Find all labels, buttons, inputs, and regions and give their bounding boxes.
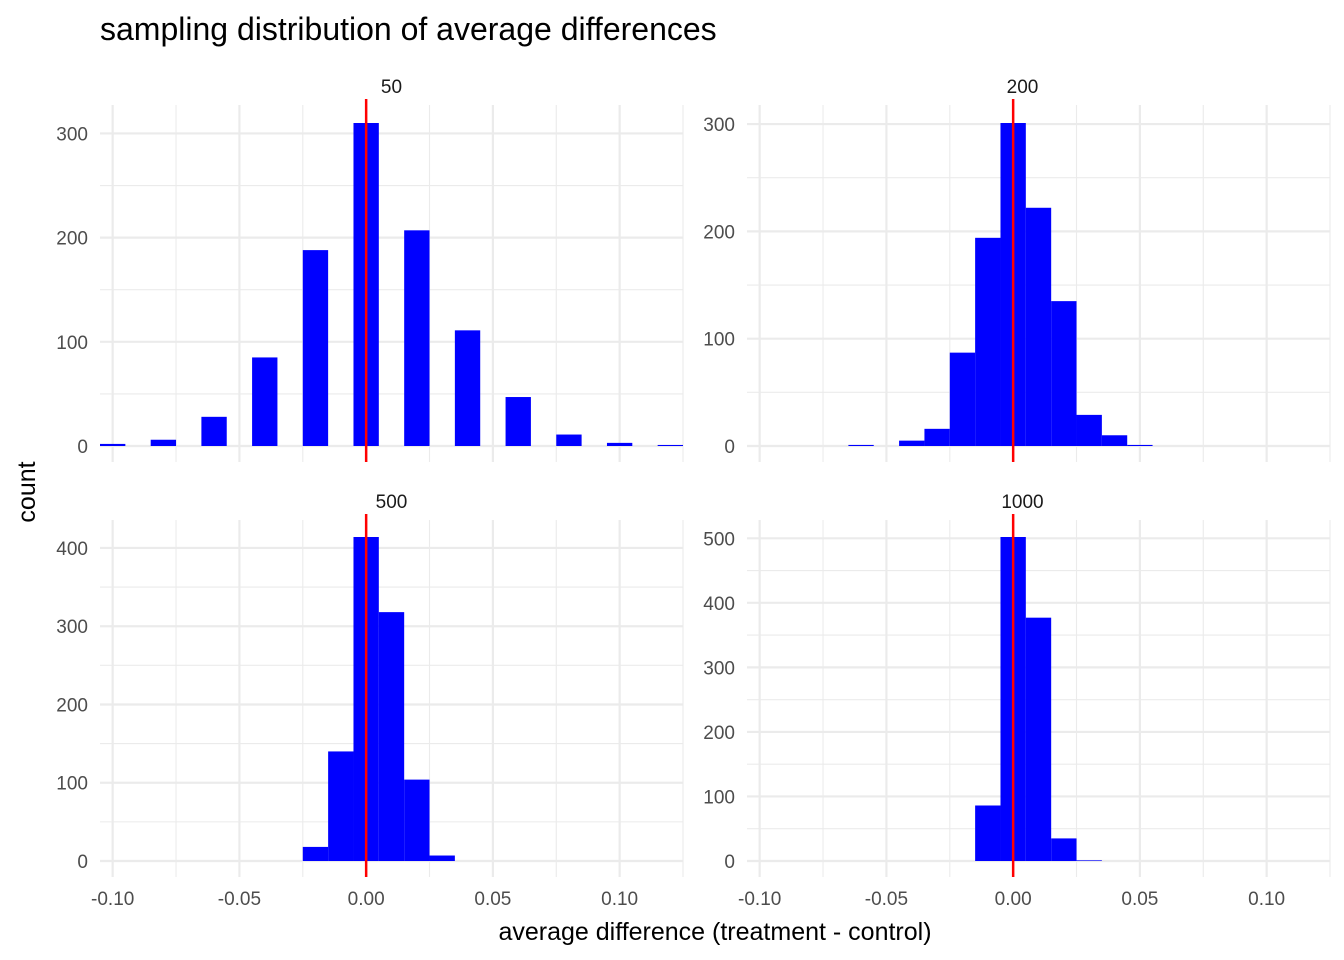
y-tick-label: 0 — [77, 852, 88, 873]
histogram-bar — [606, 442, 633, 446]
histogram-bar — [975, 237, 1001, 446]
y-tick-label: 100 — [56, 333, 88, 354]
y-tick-label: 0 — [724, 437, 735, 458]
histogram-bar — [454, 330, 481, 446]
histogram-bar — [1076, 860, 1102, 861]
facet-panel-50: 0 100 200 300 50 — [56, 77, 684, 462]
y-tick-label: 0 — [77, 437, 88, 458]
x-tick-label: 0.05 — [1121, 889, 1158, 910]
y-tick-label: 500 — [703, 529, 735, 550]
histogram-bar — [302, 846, 329, 861]
x-tick-label: 0.05 — [474, 889, 511, 910]
chart-title: sampling distribution of average differe… — [100, 11, 717, 47]
y-tick-label: 300 — [56, 617, 88, 638]
x-tick-label: -0.10 — [91, 889, 134, 910]
histogram-bar — [201, 416, 227, 446]
y-tick-label: 100 — [703, 787, 735, 808]
histogram-bar — [1025, 617, 1052, 861]
x-tick-label: -0.10 — [738, 889, 781, 910]
y-tick-label: 200 — [703, 723, 735, 744]
histogram-bar — [975, 805, 1001, 861]
y-tick-label: 300 — [703, 658, 735, 679]
histogram-bar — [1025, 207, 1052, 446]
histogram-bar — [328, 751, 354, 861]
y-axis-title: count — [13, 461, 41, 522]
x-tick-label: 0.00 — [995, 889, 1032, 910]
y-tick-label: 300 — [703, 115, 735, 136]
facet-label: 200 — [1007, 77, 1039, 98]
histogram-bar — [252, 357, 278, 446]
histogram-bar — [1051, 301, 1077, 446]
y-tick-label: 400 — [56, 539, 88, 560]
y-tick-label: 200 — [703, 222, 735, 243]
histogram-bar — [899, 440, 925, 446]
histogram-bar — [404, 779, 430, 861]
x-tick-label: -0.05 — [865, 889, 908, 910]
x-tick-label: 0.10 — [601, 889, 638, 910]
y-tick-label: 0 — [724, 852, 735, 873]
histogram-bar — [1101, 435, 1128, 446]
x-tick-label: -0.05 — [218, 889, 261, 910]
histogram-bar — [100, 443, 126, 446]
x-axis-title: average difference (treatment - control) — [498, 918, 931, 946]
x-tick-label: 0.10 — [1248, 889, 1285, 910]
x-tick-label: 0.00 — [348, 889, 385, 910]
histogram-bar — [657, 444, 683, 446]
histogram-bar — [302, 250, 329, 446]
y-tick-label: 100 — [703, 330, 735, 351]
facet-label: 50 — [381, 77, 402, 98]
y-tick-label: 400 — [703, 594, 735, 615]
y-tick-label: 200 — [56, 695, 88, 716]
histogram-bar — [505, 397, 531, 446]
facet-panel-200: 0 100 200 300 200 — [703, 77, 1331, 462]
y-tick-label: 300 — [56, 124, 88, 145]
facet-panels: 0100200300500100200300200010020030040050… — [56, 77, 1331, 910]
y-tick-label: 100 — [56, 774, 88, 795]
histogram-bar — [924, 428, 950, 446]
histogram-bar — [949, 352, 976, 446]
histogram-bar — [378, 612, 405, 861]
facet-panel-1000: 0 100 200 300 400 500 1000 -0.10 -0.05 0.00 0.05 0.… — [703, 492, 1331, 910]
histogram-bar — [404, 230, 430, 446]
histogram-bar — [150, 439, 177, 446]
histogram-bar — [556, 434, 582, 446]
histogram-bar — [848, 444, 874, 446]
histogram-bar — [1051, 838, 1077, 861]
histogram-bar — [1127, 444, 1153, 446]
facet-label: 1000 — [1001, 492, 1043, 513]
histogram-bar — [429, 855, 455, 861]
histogram-bar — [1076, 414, 1102, 446]
facet-panel-500: 0 100 200 300 400 500 -0.10 -0.05 0.00 0.05 0.10 — [56, 492, 684, 910]
facet-label: 500 — [376, 492, 408, 513]
y-tick-label: 200 — [56, 229, 88, 250]
